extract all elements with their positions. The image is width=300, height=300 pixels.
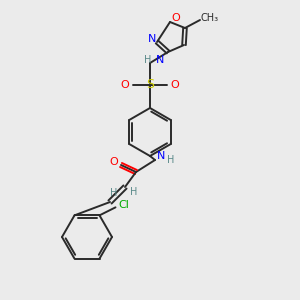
Text: O: O — [172, 13, 180, 23]
Text: H: H — [130, 187, 138, 197]
Text: N: N — [148, 34, 156, 44]
Text: N: N — [156, 55, 164, 65]
Text: H: H — [110, 188, 118, 198]
Text: Cl: Cl — [118, 200, 129, 210]
Text: CH₃: CH₃ — [201, 13, 219, 23]
Text: N: N — [157, 151, 165, 161]
Text: S: S — [146, 79, 154, 92]
Text: O: O — [171, 80, 179, 90]
Text: H: H — [144, 55, 152, 65]
Text: O: O — [121, 80, 129, 90]
Text: H: H — [167, 155, 175, 165]
Text: O: O — [110, 157, 118, 167]
